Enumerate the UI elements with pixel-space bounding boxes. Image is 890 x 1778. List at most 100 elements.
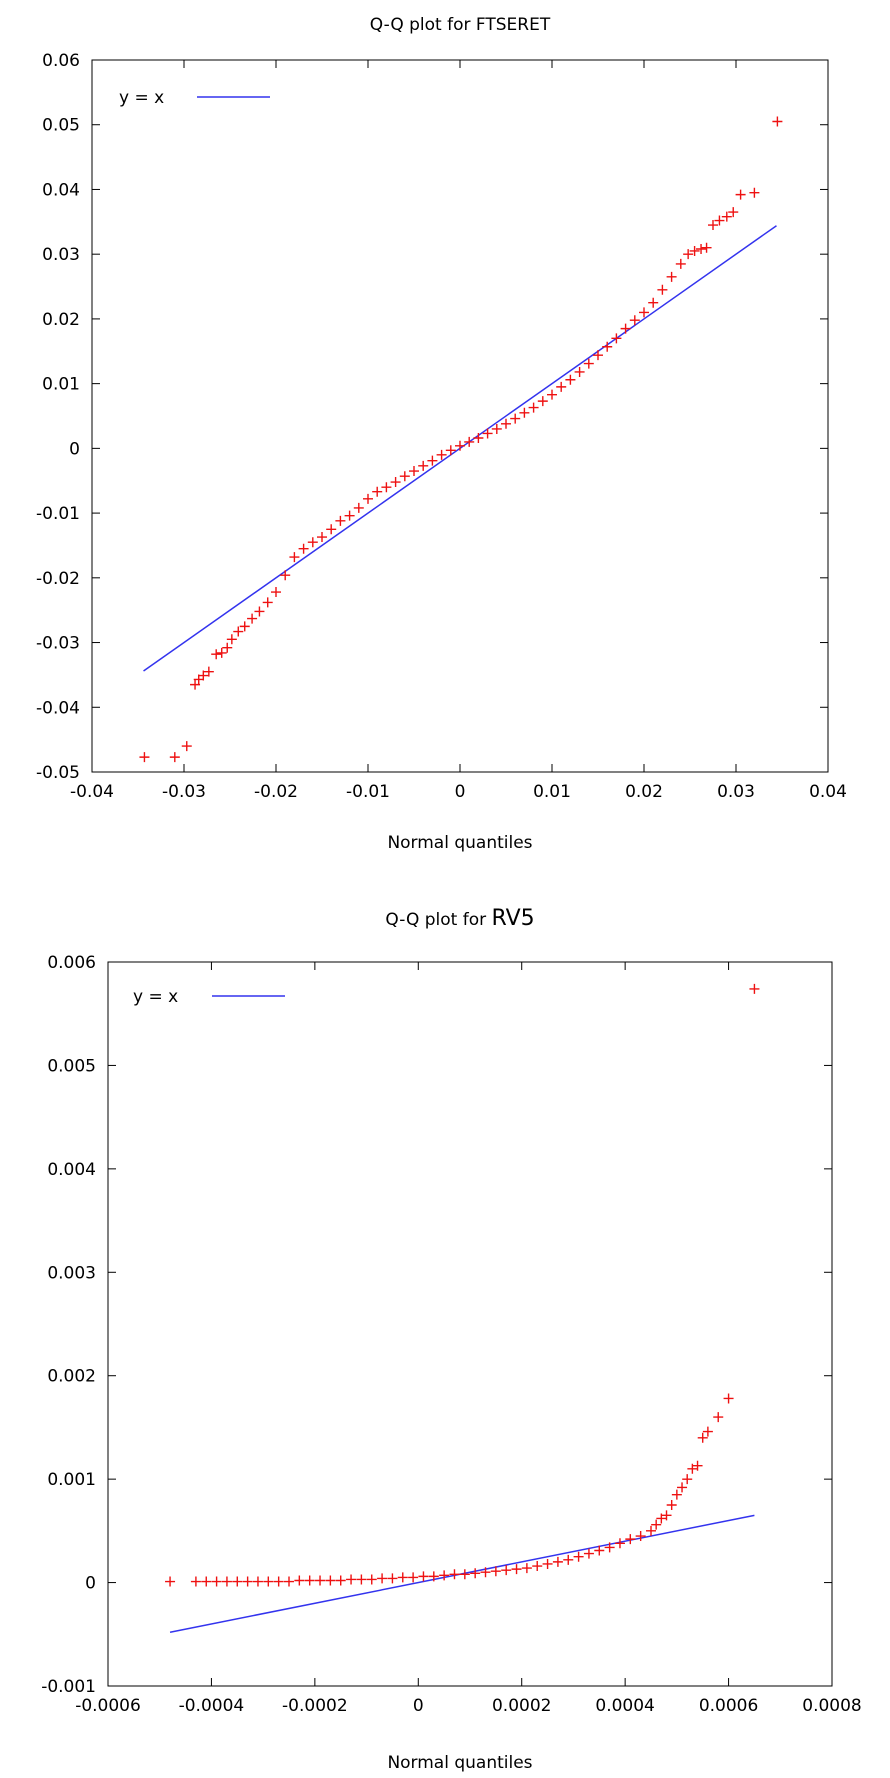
data-point bbox=[721, 211, 732, 222]
data-point bbox=[482, 428, 493, 439]
data-point bbox=[683, 249, 694, 260]
data-point bbox=[271, 587, 281, 598]
data-point bbox=[749, 983, 760, 994]
chart-title-variable: FTSERET bbox=[476, 15, 551, 35]
data-point bbox=[604, 1542, 615, 1553]
data-point bbox=[273, 1576, 284, 1587]
y-tick-label: -0.01 bbox=[36, 504, 80, 524]
x-tick-label: -0.0004 bbox=[179, 1696, 245, 1716]
data-point bbox=[625, 1534, 636, 1545]
data-point bbox=[542, 1558, 553, 1569]
data-point bbox=[139, 752, 150, 763]
x-tick-label: -0.0002 bbox=[282, 1696, 348, 1716]
data-point bbox=[675, 258, 686, 269]
data-point bbox=[501, 418, 511, 429]
y-tick-label: 0.002 bbox=[47, 1367, 96, 1387]
data-point bbox=[216, 647, 227, 658]
data-point bbox=[574, 366, 585, 377]
data-point bbox=[708, 220, 718, 231]
data-point bbox=[501, 1565, 512, 1576]
data-point bbox=[728, 207, 739, 218]
data-point bbox=[304, 1575, 315, 1586]
data-point bbox=[646, 1525, 656, 1536]
plot-frame bbox=[91, 59, 829, 773]
data-point bbox=[247, 613, 258, 624]
legend-label: y = x bbox=[133, 987, 178, 1007]
data-point bbox=[593, 350, 603, 361]
data-point bbox=[381, 482, 392, 493]
data-point bbox=[480, 1567, 491, 1578]
axis-ticks bbox=[91, 59, 829, 773]
data-point bbox=[648, 297, 659, 308]
data-point bbox=[692, 1460, 703, 1471]
x-tick-label: 0.01 bbox=[533, 782, 571, 802]
data-point bbox=[165, 1576, 176, 1587]
x-tick-labels: -0.04 -0.03 -0.02 -0.01 0 0.01 0.02 0.03 0.04 bbox=[70, 782, 847, 802]
data-point bbox=[201, 1576, 212, 1587]
legend-label: y = x bbox=[119, 88, 164, 108]
data-point bbox=[335, 1575, 346, 1586]
data-point bbox=[294, 1575, 305, 1586]
data-point bbox=[190, 679, 201, 690]
data-points bbox=[165, 983, 760, 1587]
data-point bbox=[565, 374, 576, 385]
data-point bbox=[211, 1576, 222, 1587]
data-point bbox=[537, 396, 548, 407]
data-point bbox=[602, 341, 613, 352]
y-tick-label: 0 bbox=[85, 1574, 96, 1594]
data-point bbox=[563, 1554, 574, 1565]
data-point bbox=[307, 537, 318, 548]
data-point bbox=[556, 381, 567, 392]
data-point bbox=[232, 1576, 243, 1587]
data-point bbox=[687, 1463, 698, 1474]
data-point bbox=[682, 1474, 693, 1485]
y-tick-label: 0.003 bbox=[47, 1263, 96, 1283]
data-point bbox=[222, 642, 233, 653]
data-point bbox=[427, 455, 438, 466]
data-point bbox=[521, 1563, 532, 1574]
data-point bbox=[510, 413, 521, 424]
data-point bbox=[436, 449, 447, 460]
data-point bbox=[353, 502, 364, 513]
data-point bbox=[656, 1513, 667, 1524]
x-tick-label: 0 bbox=[455, 782, 466, 802]
data-point bbox=[372, 486, 383, 497]
data-point bbox=[713, 1412, 724, 1423]
y-tick-label: 0.001 bbox=[47, 1470, 96, 1490]
x-tick-labels: -0.0006 -0.0004 -0.0002 0 0.0002 0.0004 0.0006… bbox=[75, 1696, 862, 1716]
data-point bbox=[490, 1566, 501, 1577]
data-point bbox=[697, 1432, 708, 1443]
data-point bbox=[532, 1561, 543, 1572]
y-tick-labels: -0.05 -0.04 -0.03 -0.02 -0.01 0 0.01 0.02 0.03 0.… bbox=[36, 51, 80, 783]
y-tick-label: 0.04 bbox=[42, 180, 80, 200]
data-point bbox=[749, 187, 760, 198]
data-point bbox=[671, 1489, 682, 1500]
data-point bbox=[445, 445, 456, 456]
data-point bbox=[651, 1519, 662, 1530]
data-point bbox=[455, 440, 465, 451]
y-tick-label: 0.06 bbox=[42, 51, 80, 71]
data-point bbox=[439, 1570, 450, 1581]
x-tick-label: 0.0002 bbox=[492, 1696, 551, 1716]
legend: y = x bbox=[119, 88, 270, 108]
data-point bbox=[346, 1574, 357, 1585]
data-point bbox=[666, 1500, 677, 1510]
data-point bbox=[470, 1568, 481, 1579]
x-tick-label: 0.0006 bbox=[699, 1696, 758, 1716]
y-tick-label: -0.05 bbox=[36, 763, 80, 783]
data-point bbox=[573, 1551, 584, 1562]
data-point bbox=[408, 1572, 419, 1583]
data-point bbox=[344, 510, 355, 521]
data-point bbox=[464, 436, 475, 447]
data-point bbox=[491, 423, 502, 434]
data-point bbox=[284, 1576, 294, 1587]
data-point bbox=[696, 244, 707, 255]
data-point bbox=[611, 333, 622, 344]
x-tick-label: 0 bbox=[413, 1696, 424, 1716]
data-point bbox=[418, 460, 429, 471]
data-point bbox=[325, 1575, 336, 1586]
data-point bbox=[473, 433, 484, 444]
data-point bbox=[262, 597, 273, 608]
data-point bbox=[702, 1426, 713, 1437]
